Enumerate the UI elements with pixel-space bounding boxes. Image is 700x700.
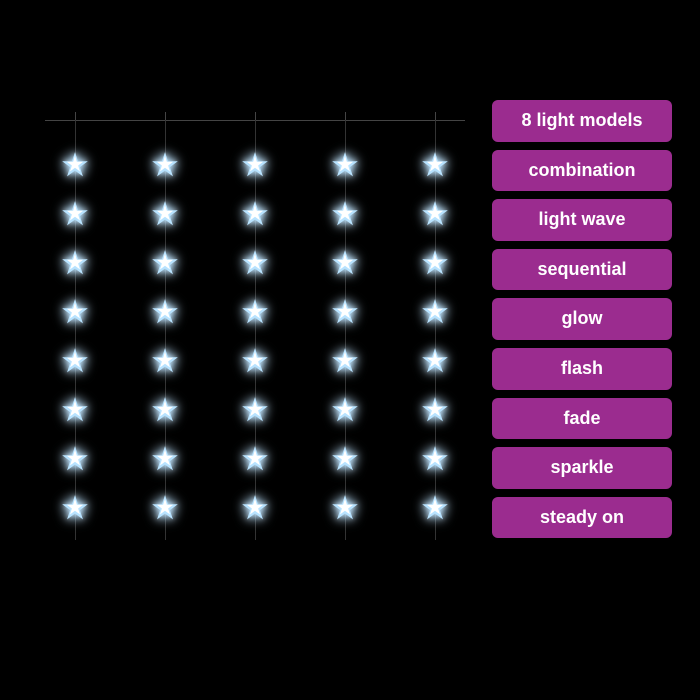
mode-label: glow [492,298,672,340]
mode-label: flash [492,348,672,390]
strand-wire [165,120,166,540]
strand-wire [345,120,346,540]
star-icon [241,298,269,326]
star-icon [151,249,179,277]
star-icon [331,347,359,375]
star-icon [241,396,269,424]
star-icon [421,151,449,179]
star-icon [421,445,449,473]
star-icon [241,249,269,277]
star-icon [61,347,89,375]
star-icon [61,445,89,473]
star-icon [151,494,179,522]
star-icon [61,249,89,277]
strand-hanger [345,112,346,120]
star-icon [61,200,89,228]
star-icon [151,200,179,228]
star-icon [331,298,359,326]
star-icon [61,151,89,179]
star-icon [421,200,449,228]
star-icon [421,494,449,522]
mode-label: 8 light models [492,100,672,142]
star-icon [331,151,359,179]
mode-label: combination [492,150,672,192]
star-icon [331,396,359,424]
mode-label: fade [492,398,672,440]
strand-wire [435,120,436,540]
star-icon [331,445,359,473]
star-icon [241,494,269,522]
star-icon [151,445,179,473]
star-icon [61,396,89,424]
star-icon [151,151,179,179]
star-icon [151,396,179,424]
star-icon [241,151,269,179]
star-curtain [45,120,465,560]
strand-hanger [435,112,436,120]
star-icon [421,347,449,375]
star-icon [421,249,449,277]
star-icon [331,249,359,277]
star-icon [331,200,359,228]
strand-hanger [75,112,76,120]
mode-label: sparkle [492,447,672,489]
mode-label: light wave [492,199,672,241]
strand-hanger [255,112,256,120]
star-icon [61,298,89,326]
strand-wire [75,120,76,540]
star-icon [241,200,269,228]
star-icon [241,347,269,375]
star-icon [61,494,89,522]
light-mode-labels: 8 light models combination light wave seque… [492,100,672,538]
star-icon [331,494,359,522]
mode-label: steady on [492,497,672,539]
star-icon [151,298,179,326]
strand-hanger [165,112,166,120]
strand-wire [255,120,256,540]
star-icon [421,396,449,424]
star-icon [241,445,269,473]
mode-label: sequential [492,249,672,291]
star-icon [421,298,449,326]
star-icon [151,347,179,375]
